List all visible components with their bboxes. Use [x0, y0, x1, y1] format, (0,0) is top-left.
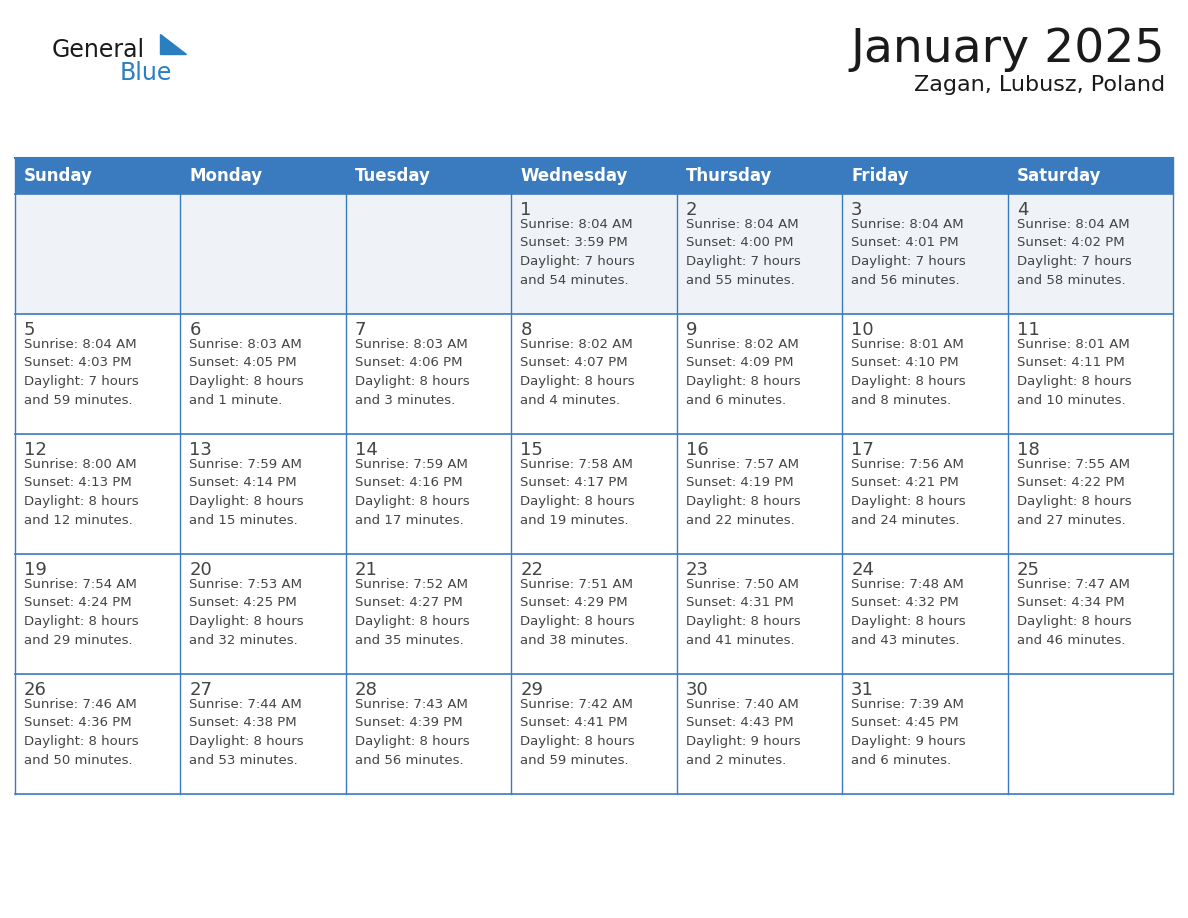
Text: Sunrise: 7:42 AM
Sunset: 4:41 PM
Daylight: 8 hours
and 59 minutes.: Sunrise: 7:42 AM Sunset: 4:41 PM Dayligh… [520, 698, 634, 767]
Text: Saturday: Saturday [1017, 167, 1101, 185]
Text: 17: 17 [851, 441, 874, 459]
Bar [15, 158, 1173, 194]
Text: 24: 24 [851, 561, 874, 579]
Text: General: General [52, 38, 145, 62]
Text: 9: 9 [685, 321, 697, 339]
Bar [15, 194, 1173, 314]
Text: Sunrise: 7:56 AM
Sunset: 4:21 PM
Daylight: 8 hours
and 24 minutes.: Sunrise: 7:56 AM Sunset: 4:21 PM Dayligh… [851, 458, 966, 527]
Bar [15, 554, 1173, 674]
Text: Sunrise: 7:44 AM
Sunset: 4:38 PM
Daylight: 8 hours
and 53 minutes.: Sunrise: 7:44 AM Sunset: 4:38 PM Dayligh… [189, 698, 304, 767]
Text: 16: 16 [685, 441, 708, 459]
Text: 30: 30 [685, 681, 708, 699]
Text: Sunrise: 7:59 AM
Sunset: 4:14 PM
Daylight: 8 hours
and 15 minutes.: Sunrise: 7:59 AM Sunset: 4:14 PM Dayligh… [189, 458, 304, 527]
Text: Sunrise: 7:58 AM
Sunset: 4:17 PM
Daylight: 8 hours
and 19 minutes.: Sunrise: 7:58 AM Sunset: 4:17 PM Dayligh… [520, 458, 634, 527]
Text: 7: 7 [355, 321, 366, 339]
Text: Wednesday: Wednesday [520, 167, 627, 185]
Text: Sunrise: 7:59 AM
Sunset: 4:16 PM
Daylight: 8 hours
and 17 minutes.: Sunrise: 7:59 AM Sunset: 4:16 PM Dayligh… [355, 458, 469, 527]
Text: Sunrise: 8:04 AM
Sunset: 4:03 PM
Daylight: 7 hours
and 59 minutes.: Sunrise: 8:04 AM Sunset: 4:03 PM Dayligh… [24, 338, 139, 407]
Text: Sunrise: 7:40 AM
Sunset: 4:43 PM
Daylight: 9 hours
and 2 minutes.: Sunrise: 7:40 AM Sunset: 4:43 PM Dayligh… [685, 698, 801, 767]
Text: Sunrise: 7:51 AM
Sunset: 4:29 PM
Daylight: 8 hours
and 38 minutes.: Sunrise: 7:51 AM Sunset: 4:29 PM Dayligh… [520, 578, 634, 646]
Text: Sunrise: 8:03 AM
Sunset: 4:05 PM
Daylight: 8 hours
and 1 minute.: Sunrise: 8:03 AM Sunset: 4:05 PM Dayligh… [189, 338, 304, 407]
Text: 21: 21 [355, 561, 378, 579]
Text: 19: 19 [24, 561, 46, 579]
Text: Monday: Monday [189, 167, 263, 185]
Text: 12: 12 [24, 441, 46, 459]
Text: 6: 6 [189, 321, 201, 339]
Text: Sunrise: 8:04 AM
Sunset: 4:02 PM
Daylight: 7 hours
and 58 minutes.: Sunrise: 8:04 AM Sunset: 4:02 PM Dayligh… [1017, 218, 1131, 286]
Text: 26: 26 [24, 681, 46, 699]
Text: Zagan, Lubusz, Poland: Zagan, Lubusz, Poland [914, 75, 1165, 95]
Bar [15, 314, 1173, 434]
Text: Blue: Blue [120, 61, 172, 85]
Text: Sunrise: 7:47 AM
Sunset: 4:34 PM
Daylight: 8 hours
and 46 minutes.: Sunrise: 7:47 AM Sunset: 4:34 PM Dayligh… [1017, 578, 1131, 646]
Text: 22: 22 [520, 561, 543, 579]
Text: Friday: Friday [851, 167, 909, 185]
Bar [15, 434, 1173, 554]
Polygon shape [160, 34, 187, 54]
Text: January 2025: January 2025 [851, 28, 1165, 73]
Text: Sunrise: 7:46 AM
Sunset: 4:36 PM
Daylight: 8 hours
and 50 minutes.: Sunrise: 7:46 AM Sunset: 4:36 PM Dayligh… [24, 698, 139, 767]
Text: Tuesday: Tuesday [355, 167, 431, 185]
Text: Sunrise: 8:01 AM
Sunset: 4:10 PM
Daylight: 8 hours
and 8 minutes.: Sunrise: 8:01 AM Sunset: 4:10 PM Dayligh… [851, 338, 966, 407]
Text: Sunrise: 8:02 AM
Sunset: 4:09 PM
Daylight: 8 hours
and 6 minutes.: Sunrise: 8:02 AM Sunset: 4:09 PM Dayligh… [685, 338, 801, 407]
Text: Sunrise: 8:04 AM
Sunset: 3:59 PM
Daylight: 7 hours
and 54 minutes.: Sunrise: 8:04 AM Sunset: 3:59 PM Dayligh… [520, 218, 636, 286]
Text: Sunrise: 7:54 AM
Sunset: 4:24 PM
Daylight: 8 hours
and 29 minutes.: Sunrise: 7:54 AM Sunset: 4:24 PM Dayligh… [24, 578, 139, 646]
Bar [15, 674, 1173, 794]
Text: 3: 3 [851, 201, 862, 219]
Text: 4: 4 [1017, 201, 1028, 219]
Text: Sunrise: 7:55 AM
Sunset: 4:22 PM
Daylight: 8 hours
and 27 minutes.: Sunrise: 7:55 AM Sunset: 4:22 PM Dayligh… [1017, 458, 1131, 527]
Text: Sunrise: 7:52 AM
Sunset: 4:27 PM
Daylight: 8 hours
and 35 minutes.: Sunrise: 7:52 AM Sunset: 4:27 PM Dayligh… [355, 578, 469, 646]
Text: 31: 31 [851, 681, 874, 699]
Text: 15: 15 [520, 441, 543, 459]
Text: 10: 10 [851, 321, 873, 339]
Text: Sunrise: 7:43 AM
Sunset: 4:39 PM
Daylight: 8 hours
and 56 minutes.: Sunrise: 7:43 AM Sunset: 4:39 PM Dayligh… [355, 698, 469, 767]
Text: 11: 11 [1017, 321, 1040, 339]
Text: 8: 8 [520, 321, 532, 339]
Text: 13: 13 [189, 441, 213, 459]
Text: 29: 29 [520, 681, 543, 699]
Text: Thursday: Thursday [685, 167, 772, 185]
Text: Sunday: Sunday [24, 167, 93, 185]
Text: Sunrise: 8:02 AM
Sunset: 4:07 PM
Daylight: 8 hours
and 4 minutes.: Sunrise: 8:02 AM Sunset: 4:07 PM Dayligh… [520, 338, 634, 407]
Text: 28: 28 [355, 681, 378, 699]
Text: 2: 2 [685, 201, 697, 219]
Text: Sunrise: 7:53 AM
Sunset: 4:25 PM
Daylight: 8 hours
and 32 minutes.: Sunrise: 7:53 AM Sunset: 4:25 PM Dayligh… [189, 578, 304, 646]
Text: Sunrise: 8:00 AM
Sunset: 4:13 PM
Daylight: 8 hours
and 12 minutes.: Sunrise: 8:00 AM Sunset: 4:13 PM Dayligh… [24, 458, 139, 527]
Text: 14: 14 [355, 441, 378, 459]
Text: Sunrise: 7:48 AM
Sunset: 4:32 PM
Daylight: 8 hours
and 43 minutes.: Sunrise: 7:48 AM Sunset: 4:32 PM Dayligh… [851, 578, 966, 646]
Text: Sunrise: 7:57 AM
Sunset: 4:19 PM
Daylight: 8 hours
and 22 minutes.: Sunrise: 7:57 AM Sunset: 4:19 PM Dayligh… [685, 458, 801, 527]
Text: Sunrise: 8:03 AM
Sunset: 4:06 PM
Daylight: 8 hours
and 3 minutes.: Sunrise: 8:03 AM Sunset: 4:06 PM Dayligh… [355, 338, 469, 407]
Text: Sunrise: 7:39 AM
Sunset: 4:45 PM
Daylight: 9 hours
and 6 minutes.: Sunrise: 7:39 AM Sunset: 4:45 PM Dayligh… [851, 698, 966, 767]
Text: 5: 5 [24, 321, 36, 339]
Text: 25: 25 [1017, 561, 1040, 579]
Text: 18: 18 [1017, 441, 1040, 459]
Text: Sunrise: 7:50 AM
Sunset: 4:31 PM
Daylight: 8 hours
and 41 minutes.: Sunrise: 7:50 AM Sunset: 4:31 PM Dayligh… [685, 578, 801, 646]
Text: Sunrise: 8:04 AM
Sunset: 4:01 PM
Daylight: 7 hours
and 56 minutes.: Sunrise: 8:04 AM Sunset: 4:01 PM Dayligh… [851, 218, 966, 286]
Text: Sunrise: 8:01 AM
Sunset: 4:11 PM
Daylight: 8 hours
and 10 minutes.: Sunrise: 8:01 AM Sunset: 4:11 PM Dayligh… [1017, 338, 1131, 407]
Text: 23: 23 [685, 561, 709, 579]
Text: 27: 27 [189, 681, 213, 699]
Text: 20: 20 [189, 561, 213, 579]
Text: 1: 1 [520, 201, 532, 219]
Text: Sunrise: 8:04 AM
Sunset: 4:00 PM
Daylight: 7 hours
and 55 minutes.: Sunrise: 8:04 AM Sunset: 4:00 PM Dayligh… [685, 218, 801, 286]
